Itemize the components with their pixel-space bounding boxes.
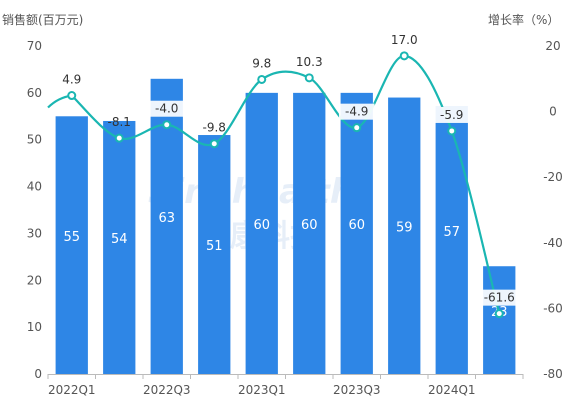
bar (103, 120, 136, 374)
x-tick-label: 2022Q1 (48, 383, 96, 397)
growth-point (162, 120, 172, 130)
bar-value-label: 63 (158, 211, 175, 226)
bar-labels: 55546351606060595723 (63, 211, 507, 320)
x-tick-label: 2024Q1 (428, 383, 476, 397)
left-y-axis: 0 10 20 30 40 50 60 70 (27, 39, 42, 381)
right-y-axis: -80 -60 -40 -20 0 20 (543, 39, 563, 381)
bar-value-label: 60 (348, 218, 365, 233)
bar-value-label: 60 (253, 218, 270, 233)
x-tick-label: 2022Q3 (143, 383, 191, 397)
bar (388, 97, 421, 375)
growth-point (209, 139, 219, 149)
left-tick-label: 40 (27, 180, 42, 194)
bar (435, 106, 468, 375)
bar-value-label: 54 (111, 232, 128, 247)
x-tick-label: 2023Q3 (333, 383, 381, 397)
bar (198, 135, 231, 374)
growth-value-label: 4.9 (62, 73, 81, 87)
growth-point (494, 309, 504, 319)
left-tick-label: 30 (27, 226, 42, 240)
x-axis: 2022Q1 2022Q3 2023Q1 2023Q3 2024Q1 (47, 374, 524, 397)
right-tick-label: 0 (549, 105, 557, 119)
bar-series (55, 78, 516, 375)
bar-value-label: 55 (63, 230, 80, 245)
bar (340, 92, 373, 374)
right-axis-label: 增长率（%） (488, 12, 559, 27)
left-tick-label: 0 (34, 367, 42, 381)
bar-value-label: 51 (206, 239, 223, 254)
bar (55, 116, 88, 375)
bar-value-label: 57 (443, 225, 460, 240)
growth-value-label: -9.8 (203, 121, 226, 135)
left-tick-label: 50 (27, 133, 42, 147)
left-tick-label: 70 (27, 39, 42, 53)
growth-value-label: -4.0 (155, 102, 178, 116)
growth-label-bg (477, 289, 521, 306)
growth-label-bg (433, 106, 470, 123)
growth-point (114, 133, 124, 143)
growth-label-bg (338, 103, 375, 120)
right-tick-label: 20 (545, 39, 560, 53)
growth-value-label: -5.9 (440, 108, 463, 122)
bar (293, 92, 326, 374)
right-tick-label: -40 (543, 236, 563, 250)
growth-label-bg (148, 100, 185, 117)
right-tick-label: -80 (543, 367, 563, 381)
left-tick-label: 60 (27, 86, 42, 100)
left-tick-label: 10 (27, 320, 42, 334)
right-tick-label: -60 (543, 301, 563, 315)
growth-point (304, 73, 314, 83)
right-tick-label: -20 (543, 170, 563, 184)
bar-value-label: 60 (301, 218, 318, 233)
bar (245, 92, 278, 374)
bar-value-label: 59 (396, 220, 413, 235)
growth-value-label: 17.0 (391, 33, 418, 47)
growth-point (399, 51, 409, 61)
growth-point (67, 91, 77, 101)
left-axis-label: 销售额(百万元) (2, 12, 83, 27)
growth-point (447, 126, 457, 136)
growth-value-label: -4.9 (345, 105, 368, 119)
growth-point (352, 123, 362, 133)
growth-value-label: 9.8 (252, 56, 271, 70)
bar (483, 266, 516, 374)
growth-point (257, 74, 267, 84)
growth-value-label: 10.3 (296, 55, 323, 69)
growth-value-label: -61.6 (484, 291, 515, 305)
growth-value-label: -8.1 (108, 115, 131, 129)
left-tick-label: 20 (27, 273, 42, 287)
growth-labels: 4.9 -8.1 -4.0 -9.8 9.8 10.3 -4.9 17.0 -5.9 -61.6 (62, 33, 521, 306)
x-tick-label: 2023Q1 (238, 383, 286, 397)
